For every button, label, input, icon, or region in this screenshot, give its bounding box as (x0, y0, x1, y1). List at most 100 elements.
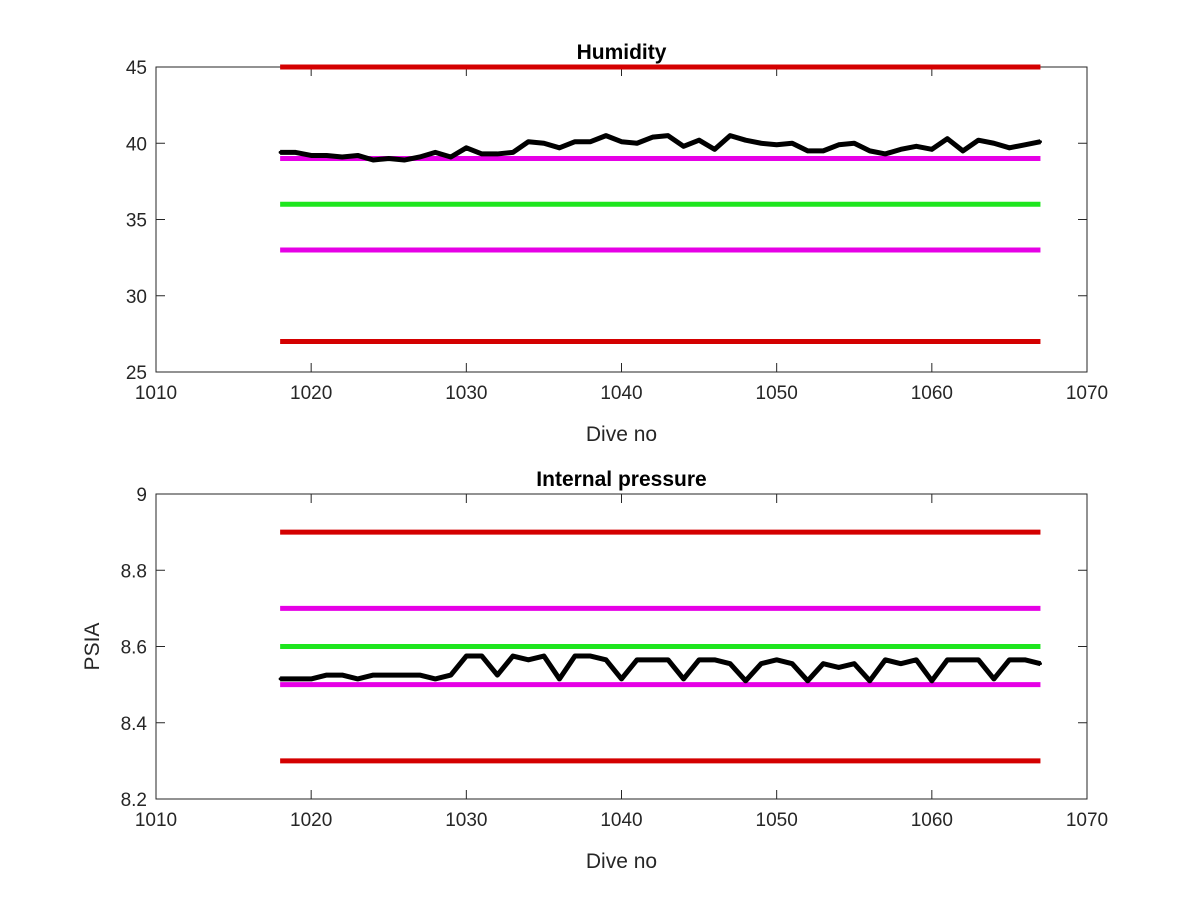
x-tick-label: 1050 (756, 383, 798, 404)
x-tick-label: 1020 (290, 383, 332, 404)
data-point (294, 150, 298, 154)
data-point (806, 149, 810, 153)
data-point (821, 662, 825, 666)
data-point (899, 147, 903, 151)
data-point (790, 141, 794, 145)
data-point (371, 158, 375, 162)
data-point (573, 140, 577, 144)
data-point (464, 654, 468, 658)
y-tick-label: 8.8 (121, 561, 147, 582)
data-point (309, 677, 313, 681)
data-point (883, 152, 887, 156)
data-point (666, 134, 670, 138)
data-point (356, 153, 360, 157)
data-point (433, 677, 437, 681)
chart-title: Humidity (577, 41, 667, 64)
data-point (697, 138, 701, 142)
data-point (495, 673, 499, 677)
data-point (588, 140, 592, 144)
x-tick-label: 1050 (756, 810, 798, 831)
data-point (728, 134, 732, 138)
data-point (402, 673, 406, 677)
data-point (278, 677, 282, 681)
data-point (635, 141, 639, 145)
data-point (775, 658, 779, 662)
data-point (806, 679, 810, 683)
data-point (480, 152, 484, 156)
y-tick-label: 25 (126, 363, 147, 384)
data-point (961, 658, 965, 662)
y-tick-label: 30 (126, 287, 147, 308)
data-point (526, 658, 530, 662)
data-point (666, 658, 670, 662)
data-point (449, 673, 453, 677)
data-point (899, 662, 903, 666)
data-point (604, 134, 608, 138)
data-point (852, 662, 856, 666)
x-tick-label: 1060 (911, 810, 953, 831)
data-point (309, 153, 313, 157)
x-axis-label: Dive no (586, 850, 657, 873)
data-point (713, 147, 717, 151)
data-point (542, 141, 546, 145)
data-point (604, 658, 608, 662)
x-tick-label: 1030 (445, 383, 487, 404)
data-point (1007, 146, 1011, 150)
data-point (914, 144, 918, 148)
y-tick-label: 8.6 (121, 638, 147, 659)
data-point (511, 150, 515, 154)
data-point (682, 144, 686, 148)
data-point (542, 654, 546, 658)
data-point (356, 677, 360, 681)
data-point (728, 662, 732, 666)
data-point (992, 141, 996, 145)
x-axis-label: Dive no (586, 423, 657, 446)
data-point (418, 155, 422, 159)
data-point (418, 673, 422, 677)
data-point (588, 654, 592, 658)
data-point (294, 677, 298, 681)
data-point (914, 658, 918, 662)
x-tick-label: 1010 (135, 383, 177, 404)
data-point (325, 153, 329, 157)
x-tick-label: 1030 (445, 810, 487, 831)
data-point (371, 673, 375, 677)
data-point (930, 147, 934, 151)
data-point (620, 677, 623, 681)
x-tick-label: 1070 (1066, 383, 1108, 404)
data-point (557, 146, 561, 150)
chart-title: Internal pressure (536, 468, 706, 491)
data-point (744, 138, 748, 142)
x-tick-label: 1060 (911, 383, 953, 404)
data-point (340, 155, 344, 159)
data-point (511, 654, 515, 658)
data-point (945, 137, 949, 141)
data-point (976, 138, 980, 142)
data-point (387, 673, 391, 677)
internal-pressure-chart-panel: 1010 1020 1030 1040 1050 1060 1070 8.2 8.4 8.6 8.8… (81, 468, 1108, 873)
y-tick-label: 45 (126, 58, 147, 79)
data-point (402, 158, 406, 162)
data-point (1023, 143, 1027, 147)
data-point (340, 673, 344, 677)
data-point (759, 141, 763, 145)
data-point (1007, 658, 1011, 662)
data-point (526, 140, 530, 144)
data-point (1023, 658, 1027, 662)
x-tick-label: 1040 (600, 383, 642, 404)
series-line (280, 133, 1041, 163)
series-line (280, 653, 1042, 684)
data-point (635, 658, 639, 662)
data-point (883, 658, 887, 662)
data-point (557, 677, 561, 681)
y-tick-label: 8.2 (121, 790, 147, 811)
data-point (868, 679, 872, 683)
data-point (651, 135, 655, 139)
data-point (759, 662, 763, 666)
data-point (573, 654, 577, 658)
x-tick-label: 1040 (600, 810, 642, 831)
data-point (713, 658, 717, 662)
data-point (821, 149, 825, 153)
plot-area (155, 66, 1088, 373)
